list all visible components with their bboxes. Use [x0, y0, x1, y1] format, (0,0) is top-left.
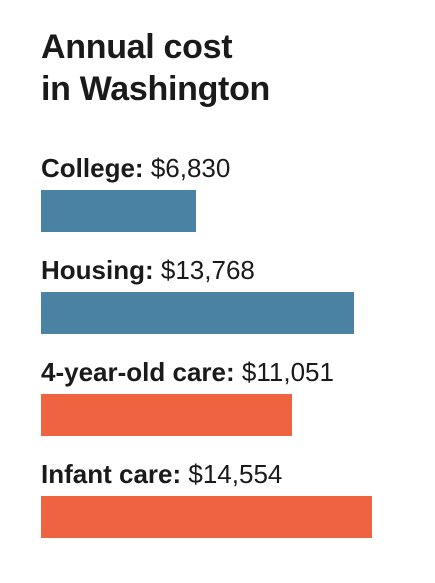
value-label: $14,554	[188, 459, 283, 489]
bar	[41, 394, 292, 436]
bar-label: Infant care: $14,554	[41, 456, 421, 492]
value-label: $6,830	[150, 153, 231, 183]
value-label: $11,051	[241, 357, 334, 387]
category-label: Infant care:	[41, 459, 182, 489]
bar-label: Housing: $13,768	[41, 252, 421, 288]
bar-label: 4-year-old care: $11,051	[41, 354, 421, 390]
value-label: $13,768	[160, 255, 255, 285]
bar	[41, 190, 196, 232]
bar	[41, 292, 354, 334]
category-label: Housing:	[41, 255, 154, 285]
bar	[41, 496, 372, 538]
chart-title-line-1: Annual cost	[41, 28, 233, 66]
category-label: College:	[41, 153, 144, 183]
bar-row-infant-care: Infant care: $14,554	[41, 456, 421, 538]
category-label: 4-year-old care:	[41, 357, 235, 387]
bar-row-housing: Housing: $13,768	[41, 252, 421, 334]
bar-label: College: $6,830	[41, 150, 421, 186]
bar-row-college: College: $6,830	[41, 150, 421, 232]
bar-row-preschool-care: 4-year-old care: $11,051	[41, 354, 421, 436]
chart-title: Annual cost in Washington	[41, 26, 421, 110]
chart-title-line-2: in Washington	[41, 70, 271, 108]
